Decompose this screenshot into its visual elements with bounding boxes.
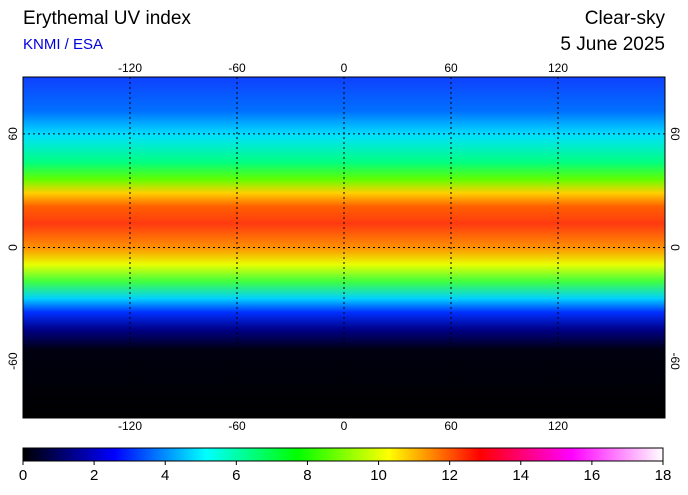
colorbar-label: 4 (161, 467, 169, 484)
colorbar-label: 12 (441, 467, 458, 484)
lat-label: -60 (668, 352, 682, 370)
colorbar-label: 16 (584, 467, 601, 484)
lon-label: 60 (444, 61, 458, 75)
colorbar (22, 447, 664, 462)
source: KNMI / ESA (23, 36, 103, 53)
lon-label: 120 (548, 419, 568, 433)
lon-label: 0 (341, 419, 348, 433)
colorbar-label: 18 (655, 467, 672, 484)
colorbar-label: 6 (232, 467, 240, 484)
lon-label: 0 (341, 61, 348, 75)
lat-label: -60 (6, 352, 20, 370)
colorbar-label: 2 (90, 467, 98, 484)
lon-label: 120 (548, 61, 568, 75)
condition: Clear-sky (585, 8, 666, 29)
lat-label: 60 (668, 127, 682, 141)
lon-label: -60 (228, 419, 246, 433)
colorbar-label: 14 (512, 467, 529, 484)
lon-label: -120 (118, 419, 142, 433)
lon-label: 60 (444, 419, 458, 433)
map-frame (22, 76, 666, 419)
lon-label: -120 (118, 61, 142, 75)
colorbar-label: 8 (303, 467, 311, 484)
colorbar-label: 0 (19, 467, 27, 484)
colorbar-label: 10 (370, 467, 387, 484)
lat-label: 60 (6, 127, 20, 141)
lat-label: 0 (6, 244, 20, 251)
title: Erythemal UV index (23, 8, 191, 29)
lat-label: 0 (668, 244, 682, 251)
lon-label: -60 (228, 61, 246, 75)
date: 5 June 2025 (560, 34, 665, 55)
